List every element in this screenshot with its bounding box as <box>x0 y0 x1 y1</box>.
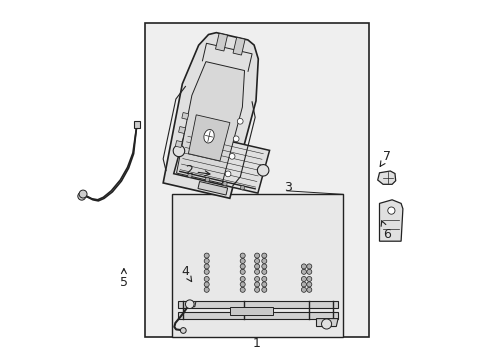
Circle shape <box>321 319 331 329</box>
Circle shape <box>254 269 259 274</box>
Circle shape <box>180 328 186 333</box>
Circle shape <box>223 181 226 186</box>
Circle shape <box>240 276 244 282</box>
Circle shape <box>261 276 266 282</box>
Circle shape <box>306 287 311 292</box>
Circle shape <box>185 300 194 309</box>
Bar <box>178 127 185 134</box>
Circle shape <box>261 264 266 269</box>
Circle shape <box>254 253 259 258</box>
Circle shape <box>261 253 266 258</box>
Circle shape <box>254 264 259 269</box>
Circle shape <box>306 264 311 269</box>
Circle shape <box>387 207 394 214</box>
Bar <box>175 141 182 148</box>
Circle shape <box>301 264 306 269</box>
Circle shape <box>306 282 311 287</box>
Circle shape <box>240 287 244 292</box>
Circle shape <box>257 165 268 176</box>
Circle shape <box>204 282 209 287</box>
Circle shape <box>301 282 306 287</box>
Circle shape <box>254 258 259 264</box>
Circle shape <box>204 264 209 269</box>
Circle shape <box>204 258 209 264</box>
Text: 1: 1 <box>253 337 261 350</box>
Text: 4: 4 <box>181 265 191 282</box>
Circle shape <box>306 269 311 274</box>
Polygon shape <box>187 302 196 307</box>
Bar <box>178 301 337 308</box>
Circle shape <box>229 153 235 159</box>
Circle shape <box>261 287 266 292</box>
Polygon shape <box>176 62 244 184</box>
Bar <box>230 307 273 315</box>
Bar <box>145 23 368 337</box>
Circle shape <box>240 264 244 269</box>
Polygon shape <box>163 33 258 198</box>
Text: 6: 6 <box>380 221 390 240</box>
Circle shape <box>240 269 244 274</box>
Circle shape <box>204 269 209 274</box>
Circle shape <box>237 118 243 124</box>
Polygon shape <box>379 200 402 241</box>
Polygon shape <box>316 319 337 327</box>
Circle shape <box>204 276 209 282</box>
Circle shape <box>301 287 306 292</box>
Polygon shape <box>198 181 227 195</box>
Circle shape <box>187 174 192 178</box>
Circle shape <box>254 287 259 292</box>
Circle shape <box>204 287 209 292</box>
Circle shape <box>240 185 244 190</box>
Bar <box>133 121 140 128</box>
Bar <box>215 33 227 51</box>
Circle shape <box>301 276 306 282</box>
Ellipse shape <box>203 130 214 143</box>
Bar <box>178 312 337 319</box>
Polygon shape <box>188 115 229 161</box>
Circle shape <box>254 276 259 282</box>
Circle shape <box>261 269 266 274</box>
Circle shape <box>224 171 230 177</box>
Polygon shape <box>377 171 395 184</box>
Circle shape <box>173 145 184 157</box>
Bar <box>172 194 343 337</box>
Circle shape <box>301 269 306 274</box>
Polygon shape <box>173 131 269 193</box>
Circle shape <box>240 258 244 264</box>
Text: 2: 2 <box>184 165 209 177</box>
Circle shape <box>78 192 85 200</box>
Text: 3: 3 <box>283 181 291 194</box>
Circle shape <box>254 282 259 287</box>
Circle shape <box>261 258 266 264</box>
Circle shape <box>261 282 266 287</box>
Circle shape <box>204 253 209 258</box>
Text: 7: 7 <box>379 150 390 166</box>
Bar <box>233 37 244 55</box>
Circle shape <box>240 253 244 258</box>
Text: 5: 5 <box>120 269 128 289</box>
Circle shape <box>306 276 311 282</box>
Bar <box>182 113 188 120</box>
Circle shape <box>233 136 239 142</box>
Circle shape <box>240 282 244 287</box>
Circle shape <box>205 177 209 182</box>
Circle shape <box>79 190 87 198</box>
